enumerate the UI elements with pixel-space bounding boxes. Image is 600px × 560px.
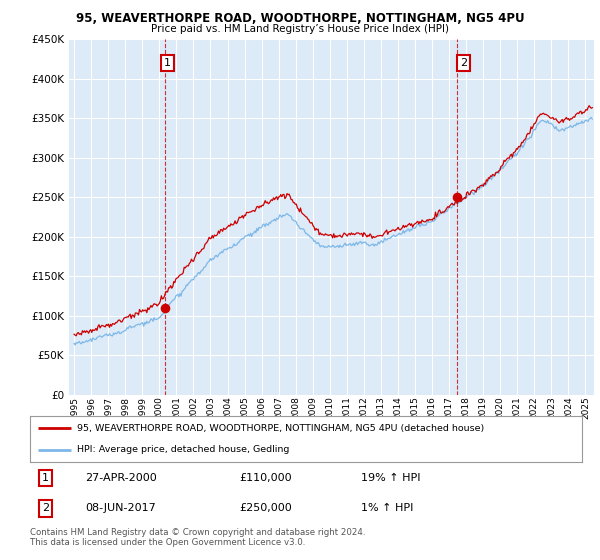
Text: 2: 2	[42, 503, 49, 514]
Text: HPI: Average price, detached house, Gedling: HPI: Average price, detached house, Gedl…	[77, 445, 289, 454]
Text: £110,000: £110,000	[240, 473, 292, 483]
Text: 08-JUN-2017: 08-JUN-2017	[85, 503, 156, 514]
Text: Contains HM Land Registry data © Crown copyright and database right 2024.
This d: Contains HM Land Registry data © Crown c…	[30, 528, 365, 547]
Text: 1% ↑ HPI: 1% ↑ HPI	[361, 503, 413, 514]
Text: 1: 1	[42, 473, 49, 483]
Text: 1: 1	[164, 58, 171, 68]
Point	[452, 193, 461, 202]
Text: Price paid vs. HM Land Registry’s House Price Index (HPI): Price paid vs. HM Land Registry’s House …	[151, 24, 449, 34]
Text: 27-APR-2000: 27-APR-2000	[85, 473, 157, 483]
Text: 95, WEAVERTHORPE ROAD, WOODTHORPE, NOTTINGHAM, NG5 4PU: 95, WEAVERTHORPE ROAD, WOODTHORPE, NOTTI…	[76, 12, 524, 25]
Text: 19% ↑ HPI: 19% ↑ HPI	[361, 473, 421, 483]
Text: 2: 2	[460, 58, 467, 68]
Text: 95, WEAVERTHORPE ROAD, WOODTHORPE, NOTTINGHAM, NG5 4PU (detached house): 95, WEAVERTHORPE ROAD, WOODTHORPE, NOTTI…	[77, 424, 484, 433]
Point	[160, 304, 170, 312]
Text: £250,000: £250,000	[240, 503, 293, 514]
